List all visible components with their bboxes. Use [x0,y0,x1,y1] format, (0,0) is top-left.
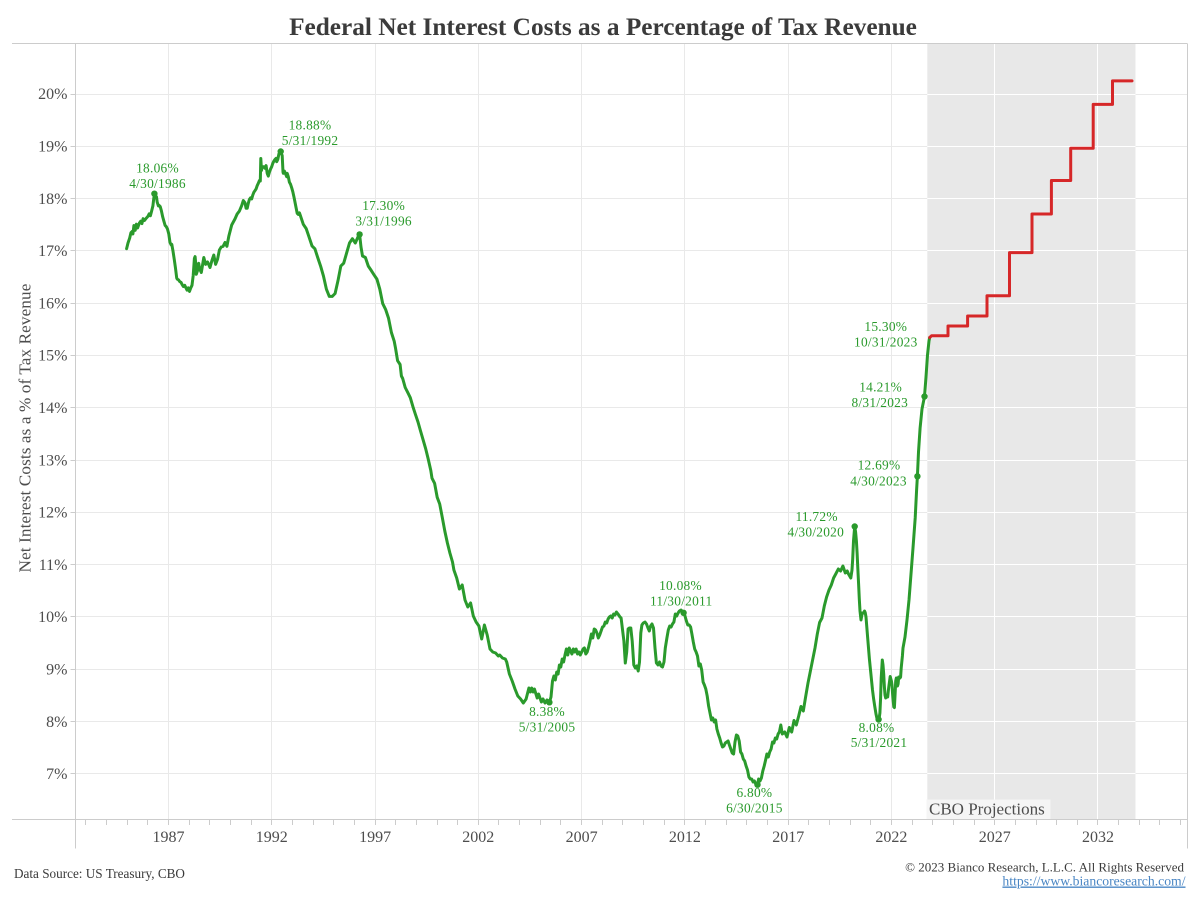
svg-text:6/30/2015: 6/30/2015 [726,801,783,816]
svg-text:11.72%: 11.72% [795,509,837,524]
svg-text:12%: 12% [38,505,67,522]
svg-text:18.06%: 18.06% [136,160,179,175]
svg-text:8.38%: 8.38% [529,704,565,719]
svg-text:Data Source: US Treasury, CBO: Data Source: US Treasury, CBO [14,866,185,881]
svg-text:CBO Projections: CBO Projections [929,800,1045,819]
svg-text:14%: 14% [38,400,67,417]
svg-text:7%: 7% [46,766,67,783]
svg-text:Federal Net Interest Costs as: Federal Net Interest Costs as a Percenta… [289,13,917,41]
svg-text:20%: 20% [38,86,67,103]
svg-text:2017: 2017 [772,829,804,846]
svg-text:8.08%: 8.08% [859,720,895,735]
svg-text:5/31/2005: 5/31/2005 [519,720,576,735]
svg-text:© 2023 Bianco Research, L.L.C.: © 2023 Bianco Research, L.L.C. All Right… [905,860,1184,875]
svg-text:10/31/2023: 10/31/2023 [854,335,918,350]
svg-text:3/31/1996: 3/31/1996 [355,214,412,229]
svg-text:2002: 2002 [462,829,494,846]
svg-text:10.08%: 10.08% [659,578,702,593]
svg-text:8%: 8% [46,714,67,731]
svg-text:Net Interest Costs as a % of T: Net Interest Costs as a % of Tax Revenue [16,283,35,572]
svg-text:15.30%: 15.30% [864,319,907,334]
svg-text:2007: 2007 [566,829,598,846]
svg-text:1992: 1992 [256,829,288,846]
svg-text:17.30%: 17.30% [362,198,405,213]
svg-text:2012: 2012 [669,829,701,846]
svg-text:2032: 2032 [1082,829,1114,846]
svg-text:12.69%: 12.69% [858,458,901,473]
svg-text:16%: 16% [38,295,67,312]
svg-text:4/30/2020: 4/30/2020 [788,525,845,540]
svg-text:4/30/2023: 4/30/2023 [850,473,907,488]
svg-text:10%: 10% [38,609,67,626]
svg-text:1987: 1987 [153,829,185,846]
svg-text:18%: 18% [38,191,67,208]
svg-text:6.80%: 6.80% [736,785,772,800]
svg-text:5/31/1992: 5/31/1992 [282,133,339,148]
svg-text:17%: 17% [38,243,67,260]
svg-text:2022: 2022 [875,829,907,846]
svg-text:1997: 1997 [359,829,391,846]
svg-text:4/30/1986: 4/30/1986 [129,176,186,191]
svg-text:14.21%: 14.21% [859,379,902,394]
svg-text:19%: 19% [38,139,67,156]
svg-text:https://www.biancoresearch.com: https://www.biancoresearch.com/ [1002,874,1185,889]
svg-text:9%: 9% [46,662,67,679]
svg-text:15%: 15% [38,348,67,365]
svg-text:2027: 2027 [979,829,1011,846]
svg-text:5/31/2021: 5/31/2021 [851,735,908,750]
svg-text:18.88%: 18.88% [289,118,332,133]
svg-text:11%: 11% [39,557,68,574]
svg-text:11/30/2011: 11/30/2011 [650,593,713,608]
svg-text:13%: 13% [38,452,67,469]
svg-text:8/31/2023: 8/31/2023 [852,395,909,410]
